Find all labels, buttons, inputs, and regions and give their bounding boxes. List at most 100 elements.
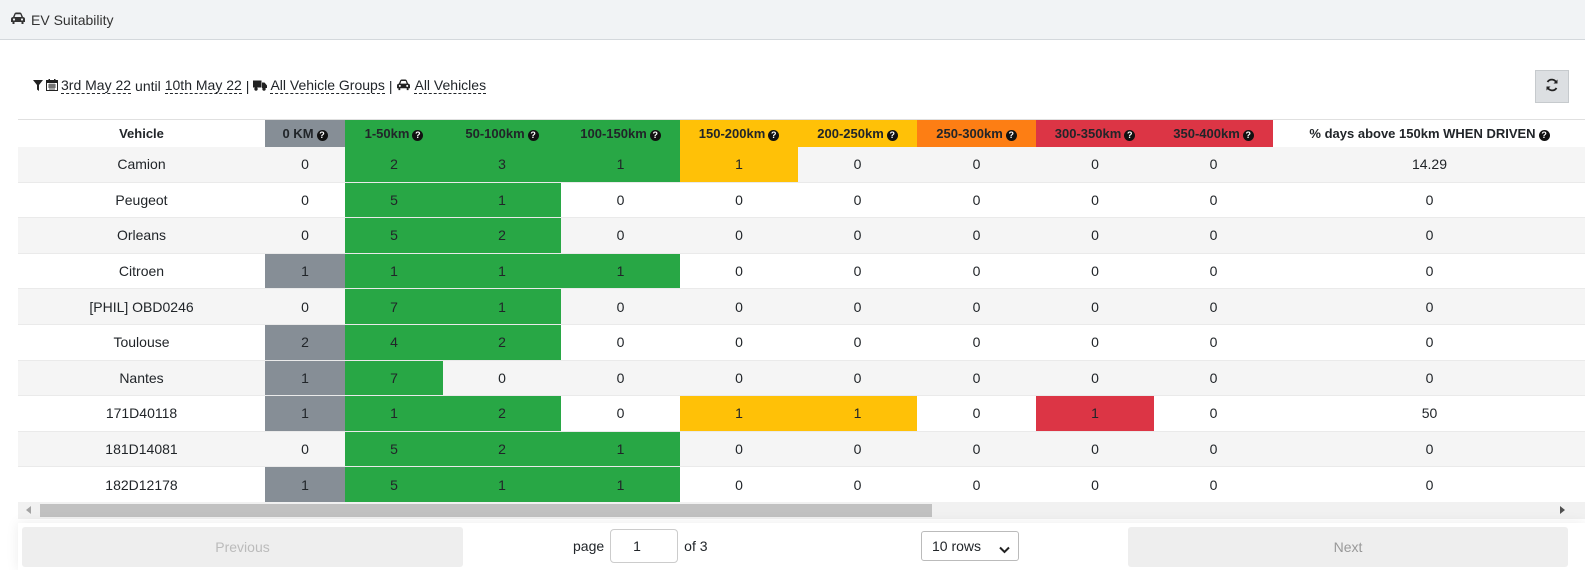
page-label: page — [573, 538, 605, 554]
value-cell: 1 — [561, 431, 680, 468]
column-header[interactable]: 0 KM? — [265, 119, 345, 147]
top-bar: EV Suitability — [0, 0, 1585, 40]
value-cell: 0 — [680, 466, 798, 503]
value-cell: 2 — [443, 217, 561, 254]
column-header-label: 350-400km — [1173, 125, 1240, 141]
scrollbar-thumb[interactable] — [40, 504, 932, 517]
value-cell: 1 — [798, 395, 917, 432]
question-circle-icon[interactable]: ? — [527, 129, 539, 141]
value-cell: 0 — [561, 360, 680, 397]
value-cell: 0 — [561, 324, 680, 361]
page-number-input[interactable] — [610, 529, 679, 563]
refresh-icon — [1545, 78, 1559, 95]
value-cell: 4 — [345, 324, 443, 361]
question-circle-icon[interactable]: ? — [768, 129, 780, 141]
value-cell: 0 — [1154, 395, 1273, 432]
table-row: Peugeot 0 5 1 0 0 0 0 0 0 0 — [18, 182, 1585, 219]
scroll-left-icon[interactable] — [26, 506, 31, 514]
scroll-right-icon[interactable] — [1560, 506, 1565, 514]
column-header[interactable]: Vehicle — [18, 119, 265, 147]
column-header-label: 250-300km — [936, 125, 1003, 141]
value-cell: 0 — [1154, 431, 1273, 468]
question-circle-icon[interactable]: ? — [649, 129, 661, 141]
column-header[interactable]: 100-150km? — [561, 119, 680, 147]
column-header[interactable]: 150-200km? — [680, 119, 798, 147]
refresh-button[interactable] — [1535, 70, 1569, 103]
column-header-label: 300-350km — [1054, 125, 1122, 141]
rows-per-page-select[interactable]: 10 rows — [921, 531, 1019, 561]
value-cell: 0 — [1036, 253, 1154, 290]
value-cell: 0 — [917, 466, 1036, 503]
question-circle-icon[interactable]: ? — [1124, 129, 1136, 141]
value-cell: 0 — [1273, 253, 1585, 290]
value-cell: 0 — [798, 146, 917, 183]
value-cell: 0 — [1154, 253, 1273, 290]
vehicle-cell: Camion — [18, 146, 265, 183]
value-cell: 0 — [798, 431, 917, 468]
vehicle-cell: [PHIL] OBD0246 — [18, 288, 265, 325]
column-header[interactable]: 350-400km? — [1154, 119, 1273, 147]
question-circle-icon[interactable]: ? — [886, 129, 898, 141]
value-cell: 0 — [917, 253, 1036, 290]
question-circle-icon[interactable]: ? — [1242, 129, 1254, 141]
value-cell: 0 — [1154, 324, 1273, 361]
column-header[interactable]: 1-50km? — [345, 119, 443, 147]
column-header[interactable]: 200-250km? — [798, 119, 917, 147]
question-circle-icon[interactable]: ? — [412, 129, 424, 141]
column-header-label: 200-250km — [817, 125, 884, 141]
previous-button[interactable]: Previous — [22, 527, 463, 567]
column-header[interactable]: % days above 150km WHEN DRIVEN? — [1273, 119, 1585, 147]
value-cell: 0 — [1036, 146, 1154, 183]
column-header[interactable]: 250-300km? — [917, 119, 1036, 147]
table-row: Camion 0 2 3 1 1 0 0 0 0 14.29 — [18, 146, 1585, 183]
vehicle-groups-link[interactable]: All Vehicle Groups — [270, 77, 385, 94]
value-cell: 0 — [1036, 466, 1154, 503]
value-cell: 1 — [443, 466, 561, 503]
separator: | — [245, 78, 250, 94]
value-cell: 1 — [443, 182, 561, 219]
page-info: page of 3 — [573, 529, 708, 563]
column-header-label: 0 KM — [282, 125, 314, 141]
value-cell: 1 — [561, 253, 680, 290]
value-cell: 0 — [680, 182, 798, 219]
value-cell: 0 — [917, 395, 1036, 432]
table-row: 182D12178 1 5 1 1 0 0 0 0 0 0 — [18, 466, 1585, 503]
value-cell: 0 — [265, 146, 345, 183]
value-cell: 0 — [917, 146, 1036, 183]
column-header[interactable]: 300-350km? — [1036, 119, 1154, 147]
value-cell: 0 — [561, 395, 680, 432]
value-cell: 0 — [1273, 360, 1585, 397]
chevron-down-icon — [999, 541, 1010, 557]
value-cell: 0 — [798, 288, 917, 325]
column-header-label: Vehicle — [119, 125, 164, 141]
value-cell: 7 — [345, 360, 443, 397]
question-circle-icon[interactable]: ? — [1538, 129, 1550, 141]
value-cell: 1 — [680, 395, 798, 432]
value-cell: 2 — [265, 324, 345, 361]
date-to-link[interactable]: 10th May 22 — [164, 77, 242, 94]
pagination-bar: Previous page of 3 10 rows Next — [18, 523, 1585, 570]
column-header[interactable]: 50-100km? — [443, 119, 561, 147]
value-cell: 0 — [1273, 217, 1585, 254]
table-row: [PHIL] OBD0246 0 7 1 0 0 0 0 0 0 0 — [18, 288, 1585, 325]
value-cell: 5 — [345, 431, 443, 468]
column-header-label: 1-50km — [364, 125, 410, 141]
value-cell: 0 — [561, 288, 680, 325]
next-button[interactable]: Next — [1128, 527, 1568, 567]
value-cell: 0 — [1036, 217, 1154, 254]
value-cell: 0 — [1036, 288, 1154, 325]
horizontal-scrollbar[interactable] — [18, 502, 1585, 519]
question-circle-icon[interactable]: ? — [316, 129, 328, 141]
value-cell: 1 — [680, 146, 798, 183]
value-cell: 2 — [443, 395, 561, 432]
value-cell: 0 — [443, 360, 561, 397]
value-cell: 0 — [680, 431, 798, 468]
value-cell: 0 — [917, 217, 1036, 254]
question-circle-icon[interactable]: ? — [1005, 129, 1017, 141]
vehicles-link[interactable]: All Vehicles — [414, 77, 487, 94]
value-cell: 0 — [680, 217, 798, 254]
value-cell: 0 — [561, 217, 680, 254]
column-header-label: 100-150km — [580, 125, 647, 141]
date-from-link[interactable]: 3rd May 22 — [61, 77, 132, 94]
value-cell: 0 — [680, 360, 798, 397]
